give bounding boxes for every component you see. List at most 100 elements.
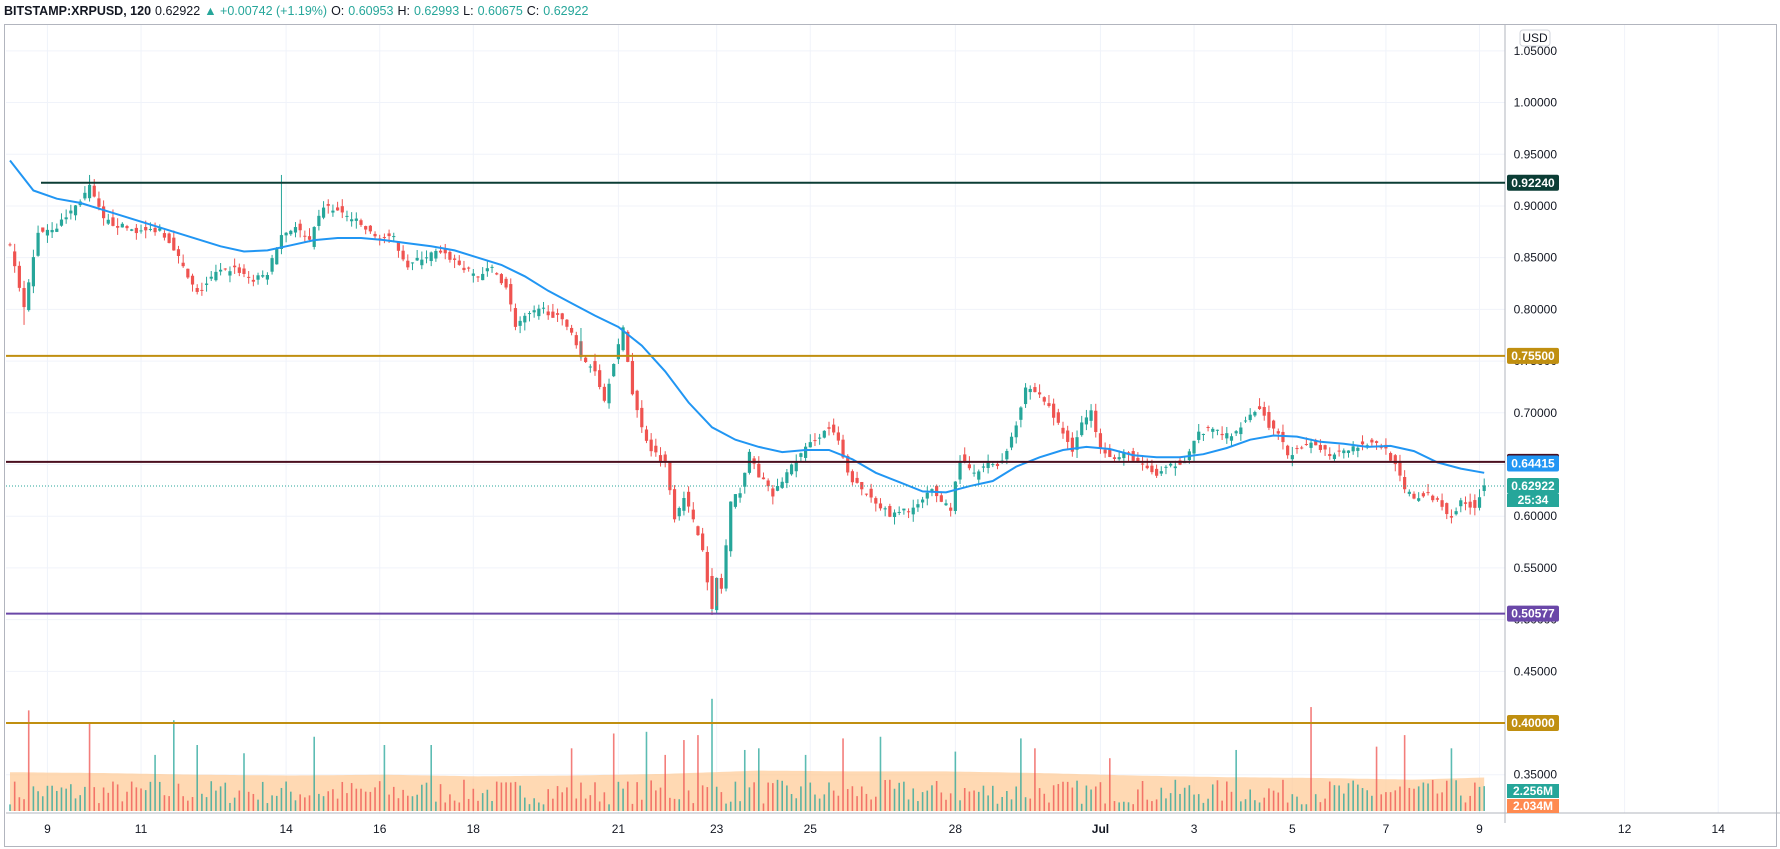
last-price: 0.62922 <box>155 4 201 18</box>
candle-body <box>214 271 218 281</box>
candle-body <box>406 260 410 268</box>
currency-badge <box>1519 29 1551 47</box>
candle-body <box>677 508 681 517</box>
candle-body <box>570 327 574 333</box>
candle-body <box>467 267 471 269</box>
candle-body <box>1482 485 1486 491</box>
candle-body <box>1346 450 1351 453</box>
candle-body <box>888 506 892 517</box>
candle-body <box>457 260 461 265</box>
candle-body <box>111 217 115 226</box>
candle-body <box>607 383 611 404</box>
candle-body <box>228 271 232 276</box>
countdown-label: 25:34 <box>1518 493 1549 507</box>
candle-body <box>317 215 321 226</box>
candlesticks <box>8 174 1486 616</box>
candle-body <box>1304 443 1308 445</box>
candle-body <box>1145 465 1149 469</box>
candle-body <box>635 390 639 411</box>
candle-body <box>1477 497 1482 508</box>
candle-body <box>649 439 653 452</box>
candle-body <box>1267 411 1271 428</box>
candle-body <box>729 501 733 552</box>
candle-body <box>588 366 592 368</box>
candle-body <box>560 313 564 320</box>
candle-body <box>1417 498 1421 501</box>
candle-body <box>1009 436 1014 448</box>
price-tick-label: 0.90000 <box>1514 199 1558 213</box>
candle-body <box>1229 436 1234 441</box>
candle-body <box>1248 414 1252 421</box>
candle-body <box>1173 466 1177 469</box>
candle-body <box>555 313 560 315</box>
candle-body <box>874 498 878 504</box>
candle-body <box>209 276 213 279</box>
candle-body <box>1089 410 1093 421</box>
candle-body <box>83 192 87 199</box>
horizontal-levels <box>6 181 1505 725</box>
symbol-label[interactable]: BITSTAMP:XRPUSD, 120 <box>4 4 152 18</box>
candle-body <box>219 269 223 272</box>
candle-body <box>1066 430 1070 442</box>
candle-body <box>902 508 906 511</box>
candle-body <box>1459 500 1463 507</box>
price-tick-label: 0.95000 <box>1514 147 1558 161</box>
candle-body <box>499 274 503 284</box>
candle-body <box>1005 450 1009 460</box>
candle-body <box>1080 422 1084 436</box>
candle-body <box>1323 445 1327 450</box>
candle-body <box>846 455 850 473</box>
candle-body <box>663 454 667 461</box>
level-tag-bg <box>1507 715 1559 732</box>
candle-body <box>237 267 241 273</box>
candle-body <box>1431 495 1435 501</box>
candle-body <box>1328 454 1332 457</box>
candle-body <box>97 198 101 207</box>
candle-body <box>780 481 784 488</box>
open-value: 0.60953 <box>348 4 394 18</box>
price-tick-label: 1.05000 <box>1514 44 1558 58</box>
candle-body <box>256 275 260 280</box>
candle-body <box>1038 392 1042 395</box>
candle-body <box>1164 466 1168 468</box>
candle-body <box>616 344 620 360</box>
candle-body <box>392 236 396 238</box>
time-tick-label: 23 <box>710 822 724 836</box>
candle-body <box>434 250 438 259</box>
candle-body <box>1098 433 1103 449</box>
candle-body <box>513 308 518 327</box>
price-tag: 0.62922 <box>1511 479 1555 493</box>
candle-body <box>190 275 195 285</box>
candle-body <box>1014 425 1018 438</box>
ma-line <box>9 159 1485 494</box>
time-tick-label: 28 <box>949 822 963 836</box>
volume-tag-bg <box>1507 784 1559 798</box>
candle-body <box>471 273 475 276</box>
candle-body <box>757 463 761 478</box>
candle-body <box>598 370 602 387</box>
candle-body <box>1197 431 1201 440</box>
price-tick-label: 0.85000 <box>1514 251 1558 265</box>
candle-body <box>584 357 588 363</box>
high-value: 0.62993 <box>413 4 460 18</box>
candle-body <box>73 205 78 216</box>
time-tick-label: 16 <box>373 822 387 836</box>
currency-label: USD <box>1522 31 1548 45</box>
low-label: L: <box>463 4 474 18</box>
time-tick-label: 3 <box>1191 822 1198 836</box>
candle-body <box>321 207 326 218</box>
candle-body <box>443 249 447 254</box>
candle-body <box>785 472 789 484</box>
candle-body <box>855 477 859 483</box>
candle-body <box>518 320 522 326</box>
candle-body <box>345 215 349 217</box>
candle-body <box>481 273 485 281</box>
candle-body <box>1374 441 1379 443</box>
candle-body <box>261 275 265 277</box>
candle-body <box>438 250 443 253</box>
candle-body <box>733 494 737 507</box>
candle-body <box>162 233 167 238</box>
candle-body <box>265 274 269 280</box>
candle-body <box>247 276 251 278</box>
